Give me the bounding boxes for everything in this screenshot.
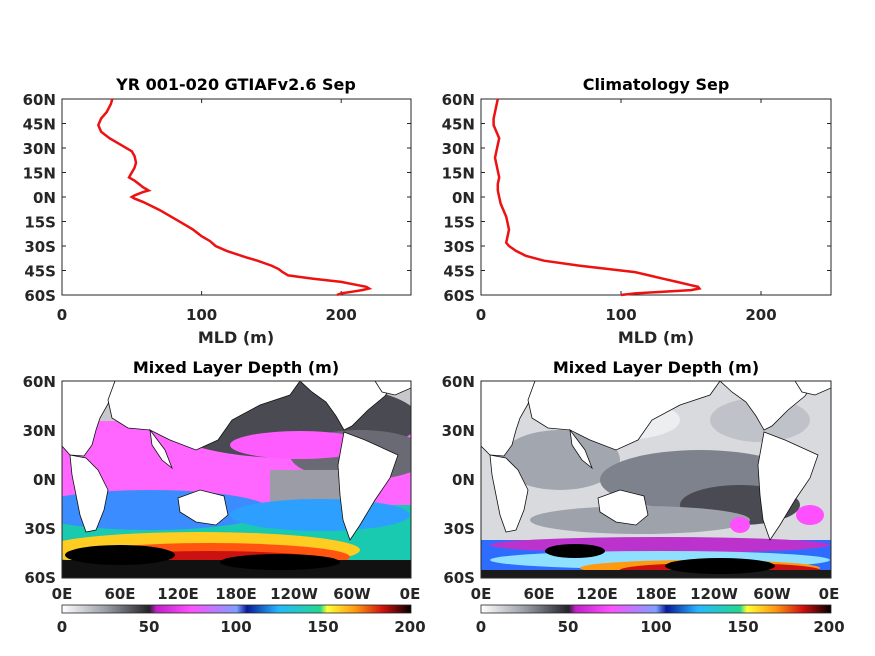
x-tick-label: 120E [576,585,618,603]
x-tick-label: 200 [745,306,776,324]
mld-profile-line [96,98,373,297]
y-tick-label: 45S [443,263,475,281]
colorbar-tick-label: 200 [813,618,844,636]
colorbar-tick-label: 150 [307,618,338,636]
x-tick-label: 0E [471,585,492,603]
y-tick-label: 30S [24,238,56,256]
chart-title: Climatology Sep [583,75,730,94]
mld-map-climatology: Mixed Layer Depth (m) [442,358,845,636]
y-tick-label: 30N [23,422,56,440]
x-tick-label: 0 [57,306,67,324]
colorbar-tick-label: 200 [394,618,425,636]
x-tick-label: 60E [104,585,135,603]
y-tick-label: 0N [452,471,475,489]
profile-chart-model: YR 001-020 GTIAFv2.6 Sep 0 100 200 MLD (… [23,75,412,347]
x-tick-label: 120E [157,585,199,603]
y-tick-label: 0N [33,471,56,489]
y-tick-label: 0N [452,189,475,207]
y-tick-label: 30N [442,422,475,440]
x-tick-label: 180E [215,585,257,603]
x-tick-label: 0E [400,585,421,603]
x-axis-label: MLD (m) [618,328,694,347]
y-tick-label: 45N [23,116,56,134]
x-tick-label: 100 [605,306,636,324]
x-tick-label: 120W [690,585,738,603]
y-tick-label: 15S [24,214,56,232]
x-tick-labels: 0E 60E 120E 180E 120W 60W 0E [471,585,840,603]
x-tick-label: 0E [819,585,840,603]
y-tick-label: 30S [443,238,475,256]
y-tick-label: 30N [23,140,56,158]
y-tick-label: 60N [23,373,56,391]
x-tick-label: 200 [326,306,357,324]
colorbar-tick-label: 50 [139,618,160,636]
plot-frame [61,98,412,296]
axis-ticks [480,98,831,296]
y-tick-label: 15N [23,165,56,183]
x-tick-label: 60W [753,585,791,603]
colorbar-tick-label: 0 [476,618,486,636]
x-tick-labels: 0E 60E 120E 180E 120W 60W 0E [52,585,421,603]
y-tick-labels: 60N 45N 30N 15N 0N 15S 30S 45S 60S [442,91,475,305]
colorbar-tick-label: 50 [558,618,579,636]
y-tick-label: 30N [442,140,475,158]
colorbar-tick-label: 100 [220,618,251,636]
colorbar [61,604,412,614]
y-tick-labels: 60N 30N 0N 30S 60S [442,373,475,587]
colorbar-tick-label: 0 [57,618,67,636]
y-tick-label: 60S [443,287,475,305]
x-tick-label: 100 [186,306,217,324]
colorbar-tick-labels: 0 50 100 150 200 [476,618,845,636]
chart-title: Mixed Layer Depth (m) [133,358,339,377]
colorbar-tick-label: 150 [727,618,758,636]
continents [481,381,831,541]
chart-title: YR 001-020 GTIAFv2.6 Sep [115,75,356,94]
plot-frame [480,98,832,296]
x-axis-label: MLD (m) [198,328,274,347]
y-tick-label: 60S [24,287,56,305]
y-tick-label: 60S [443,569,475,587]
x-tick-label: 60W [333,585,371,603]
colorbar [480,604,832,614]
y-tick-labels: 60N 45N 30N 15N 0N 15S 30S 45S 60S [23,91,56,305]
y-tick-labels: 60N 30N 0N 30S 60S [23,373,56,587]
y-tick-label: 0N [33,189,56,207]
x-tick-label: 60E [523,585,554,603]
x-tick-label: 180E [635,585,677,603]
y-tick-label: 60N [442,373,475,391]
profile-chart-climatology: Climatology Sep 0 100 200 MLD (m) 60N 45… [442,75,832,347]
x-tick-label: 0 [476,306,486,324]
y-tick-label: 60N [23,91,56,109]
y-tick-label: 45N [442,116,475,134]
colorbar-tick-label: 100 [640,618,671,636]
y-tick-label: 60S [24,569,56,587]
mld-map-model: Mixed Layer Depth (m) [23,358,426,636]
map-frame [480,380,832,579]
y-tick-label: 30S [443,520,475,538]
y-tick-label: 45S [24,263,56,281]
x-tick-label: 120W [270,585,318,603]
chart-title: Mixed Layer Depth (m) [553,358,759,377]
continents [62,381,411,541]
map-frame [61,380,412,579]
colorbar-tick-labels: 0 50 100 150 200 [57,618,426,636]
y-tick-label: 60N [442,91,475,109]
mld-profile-line [492,98,702,297]
y-tick-label: 15S [443,214,475,232]
y-tick-label: 30S [24,520,56,538]
y-tick-label: 15N [442,165,475,183]
x-tick-label: 0E [52,585,73,603]
